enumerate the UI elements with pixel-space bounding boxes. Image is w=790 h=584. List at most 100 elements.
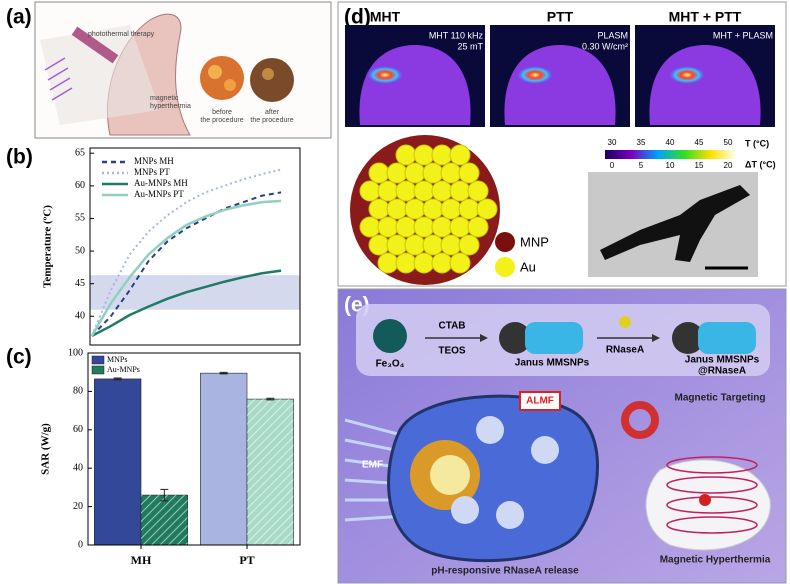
scheme-text: TEOS <box>438 346 466 357</box>
panel-label: (a) <box>6 6 32 29</box>
shaded-band <box>90 275 300 310</box>
series-line <box>90 199 282 337</box>
y-tick-label: 60 <box>75 180 85 191</box>
annotation: the procedure <box>200 117 243 124</box>
y-tick-label: 80 <box>73 386 83 397</box>
series-line <box>91 269 282 337</box>
colorbar-tick: 20 <box>724 161 733 170</box>
au-sphere <box>404 198 426 220</box>
plot-frame <box>89 147 301 346</box>
au-sphere <box>449 180 471 202</box>
colorbar-tick: 5 <box>639 161 644 170</box>
x-tick-label: PT <box>239 553 254 567</box>
au-sphere <box>404 162 426 184</box>
synthesis-scheme <box>373 316 756 354</box>
au-sphere <box>368 234 390 256</box>
au-sphere <box>404 234 426 256</box>
au-sphere <box>431 216 453 238</box>
colorbar-tick: 0 <box>610 161 615 170</box>
tem-aggregate <box>600 185 750 262</box>
image-text: MHT 110 kHz <box>429 30 484 40</box>
annotation: photothermal therapy <box>88 31 155 38</box>
colorbar-label: T (°C) <box>745 138 769 148</box>
au-sphere <box>422 234 444 256</box>
bar-hatch <box>141 495 188 545</box>
au-sphere <box>458 234 480 256</box>
au-sphere <box>440 198 462 220</box>
au-sphere <box>359 180 381 202</box>
au-sphere <box>413 252 435 274</box>
annotation: the procedure <box>250 117 293 124</box>
legend-text: MNP <box>520 234 549 249</box>
y-tick-label: 45 <box>75 278 85 289</box>
error-bar <box>266 397 275 401</box>
hot-spot <box>365 65 405 85</box>
au-sphere <box>476 198 498 220</box>
annotation: hyperthermia <box>150 103 191 110</box>
legend-text: Au-MNPs PT <box>134 189 184 199</box>
bar <box>200 372 248 546</box>
au-sphere <box>449 144 471 166</box>
colorbar-tick: 40 <box>666 138 675 147</box>
error-bar <box>113 377 122 381</box>
colorbar-tick: 10 <box>666 161 675 170</box>
plot-border <box>87 352 301 546</box>
au-sphere <box>395 144 417 166</box>
au-sphere <box>413 144 435 166</box>
y-tick-label: 50 <box>75 245 85 256</box>
legend-text: MNPs <box>107 355 127 364</box>
au-sphere <box>386 162 408 184</box>
mouse <box>504 45 616 125</box>
image-title: MHT + PTT <box>669 9 742 25</box>
colorbar-tick: 15 <box>695 161 704 170</box>
colorbar-tick: 50 <box>724 138 733 147</box>
colorbar-label: ΔT (°C) <box>745 159 776 169</box>
x-tick-label: MH <box>131 553 152 567</box>
image-text: MHT + PLASM <box>713 30 773 40</box>
colorbar-tick: 30 <box>608 138 617 147</box>
au-sphere <box>377 252 399 274</box>
bar <box>94 378 142 546</box>
scheme-text: Magnetic Targeting <box>675 393 766 404</box>
y-tick-label: 0 <box>78 539 83 550</box>
au-sphere <box>386 198 408 220</box>
scheme-text: CTAB <box>438 321 465 332</box>
y-tick-label: 65 <box>75 148 85 159</box>
image-text: PLASM <box>597 30 628 40</box>
au-sphere <box>386 234 408 256</box>
colorbar-tick: 35 <box>637 138 646 147</box>
y-axis-label: Temperature (ºC) <box>42 205 54 288</box>
scheme-text: pH-responsive RNaseA release <box>431 566 579 577</box>
legend-swatch <box>91 355 105 365</box>
panel-label: (b) <box>6 146 33 169</box>
legend-text: MNPs PT <box>134 167 170 177</box>
au-sphere <box>449 252 471 274</box>
au-sphere <box>377 216 399 238</box>
image-text: 0.30 W/cm² <box>582 41 628 51</box>
y-tick-label: 20 <box>73 501 83 512</box>
au-sphere <box>440 162 462 184</box>
au-sphere <box>431 252 453 274</box>
hot-spot <box>667 65 707 85</box>
plot-border <box>89 147 301 346</box>
au-sphere <box>368 162 390 184</box>
au-sphere <box>440 234 462 256</box>
au-sphere <box>368 198 390 220</box>
panel-label: (c) <box>6 346 32 369</box>
scheme-text: Fe₃O₄ <box>376 359 405 370</box>
annotation: before <box>212 109 232 116</box>
annotation: magnetic <box>150 95 179 102</box>
y-tick-label: 55 <box>75 213 85 224</box>
y-axis-label: SAR (W/g) <box>40 423 52 475</box>
au-sphere <box>395 180 417 202</box>
au-sphere <box>413 180 435 202</box>
legend-text: Au <box>520 259 536 274</box>
scheme-text: @RNaseA <box>698 366 746 377</box>
au-sphere <box>458 198 480 220</box>
mouse-illustration <box>40 13 294 136</box>
au-sphere <box>359 216 381 238</box>
au-sphere <box>467 180 489 202</box>
cell-illustration <box>344 391 771 563</box>
